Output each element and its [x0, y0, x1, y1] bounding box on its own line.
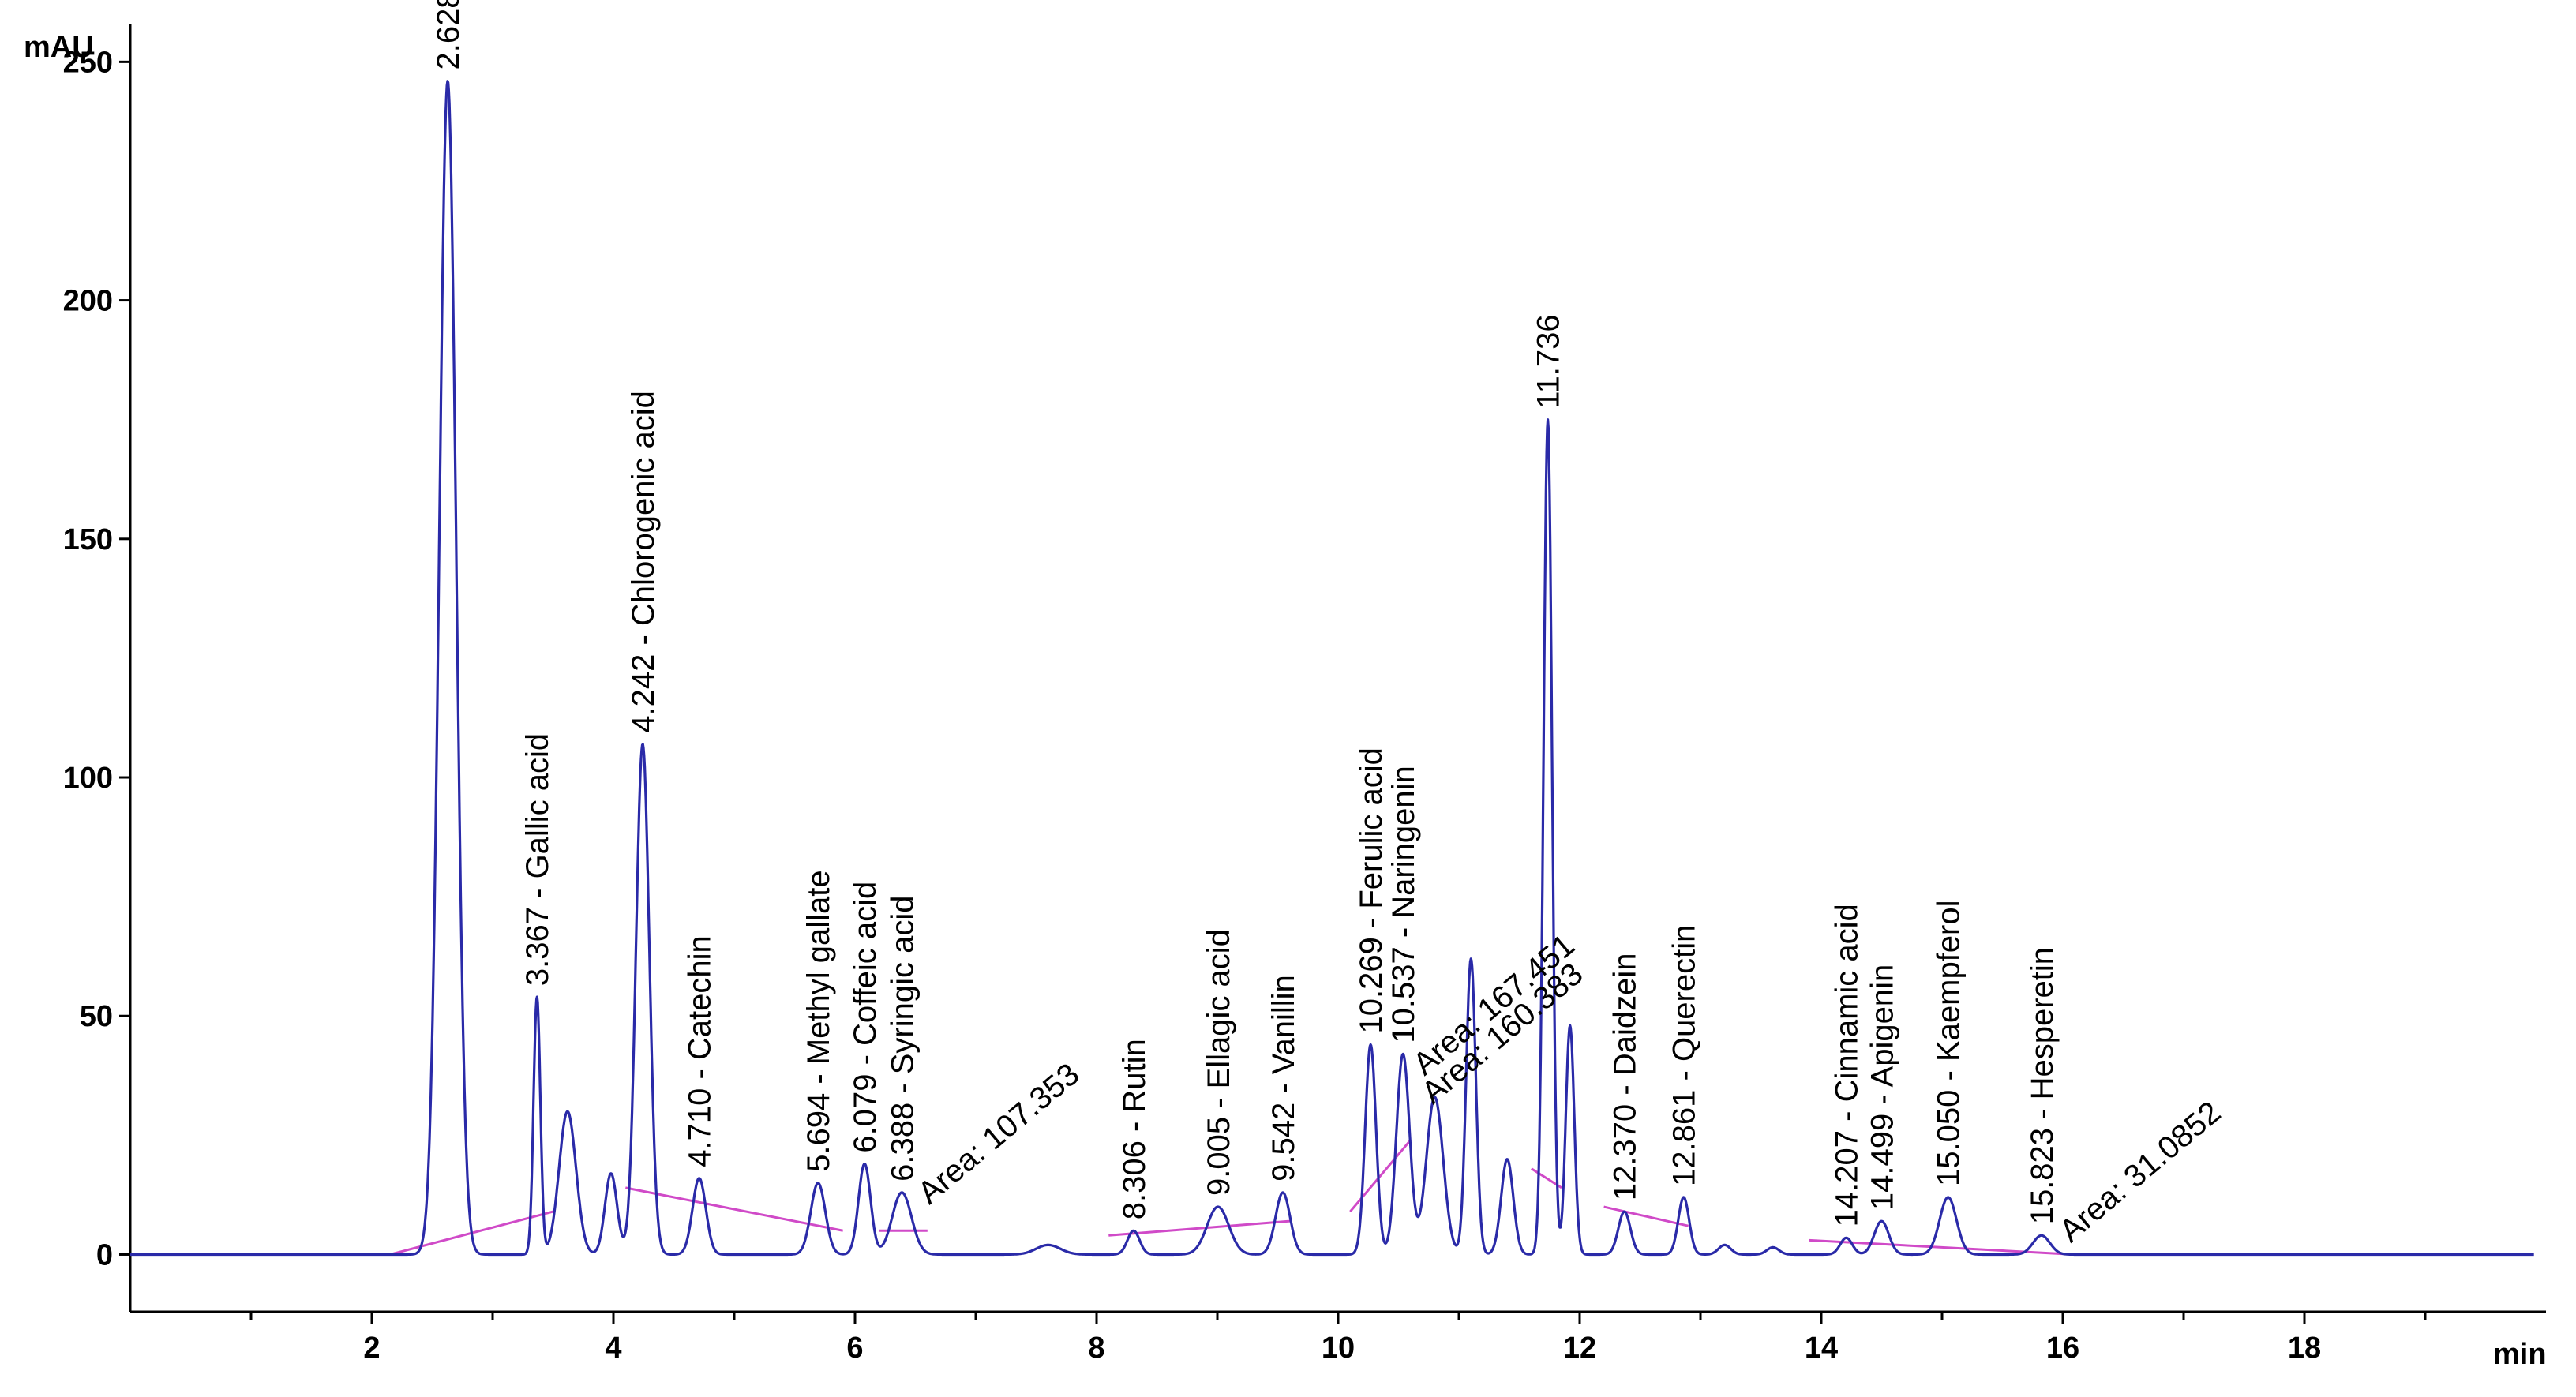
- x-tick-label: 2: [363, 1331, 380, 1365]
- peak-label: 10.269 - Ferulic acid: [1354, 747, 1389, 1033]
- y-tick-label: 150: [63, 523, 113, 556]
- y-ticks: 0 50 100 150 200 250: [63, 46, 130, 1272]
- peak-label: 5.694 - Methyl gallate: [801, 870, 836, 1171]
- peak-label: 14.499 - Apigenin: [1865, 964, 1899, 1210]
- x-tick-label: 14: [1805, 1331, 1838, 1365]
- peak-label: 15.050 - Kaempferol: [1932, 900, 1967, 1185]
- x-tick-label: 6: [846, 1331, 863, 1365]
- peak-label: 8.306 - Rutin: [1117, 1039, 1152, 1219]
- y-tick-label: 0: [96, 1238, 113, 1272]
- integration-baseline: [1349, 1139, 1412, 1213]
- y-tick-label: 100: [63, 762, 113, 795]
- peak-label: 4.242 - Chlorogenic acid: [626, 391, 661, 733]
- area-annotation: Area: 31.0852: [2053, 1095, 2228, 1249]
- y-tick-label: 250: [63, 46, 113, 79]
- x-unit-label: min: [2493, 1338, 2547, 1371]
- y-tick-label: 50: [80, 1000, 113, 1033]
- peak-label: 6.079 - Coffeic acid: [848, 882, 883, 1153]
- peak-label: 3.367 - Gallic acid: [520, 733, 555, 986]
- integration-baseline: [1809, 1238, 2075, 1256]
- y-unit-label: mAU: [24, 31, 94, 64]
- peak-label: 9.542 - Vanillin: [1266, 975, 1301, 1182]
- integration-baseline: [1603, 1205, 1689, 1227]
- chromatogram-trace: [129, 80, 2535, 1257]
- peak-label: 14.207 - Cinnamic acid: [1830, 904, 1865, 1227]
- peak-label: 9.005 - Ellagic acid: [1202, 929, 1236, 1196]
- integration-baseline: [1108, 1219, 1290, 1237]
- peak-label: 12.861 - Querectin: [1667, 925, 1702, 1186]
- peak-label: 10.537 - Naringenin: [1386, 766, 1421, 1043]
- x-tick-label: 16: [2046, 1331, 2079, 1365]
- x-tick-label: 4: [605, 1331, 621, 1365]
- peak-label: 6.388 - Syringic acid: [885, 895, 920, 1181]
- area-annotation: Area: 107.353: [912, 1057, 1086, 1211]
- peak-labels: 2.628 3.367 - Gallic acid 4.242 - Chloroge…: [431, 0, 2060, 1227]
- x-tick-label: 10: [1322, 1331, 1355, 1365]
- peak-label: 2.628: [431, 0, 466, 70]
- x-ticks: 2 4 6 8 10 12 14 16 18: [249, 1312, 2427, 1365]
- peak-label: 4.710 - Catechin: [683, 935, 718, 1167]
- x-tick-label: 12: [1563, 1331, 1596, 1365]
- x-tick-label: 8: [1088, 1331, 1104, 1365]
- y-tick-label: 200: [63, 285, 113, 318]
- peak-label: 12.370 - Daidzein: [1608, 953, 1643, 1201]
- x-tick-label: 18: [2288, 1331, 2321, 1365]
- axes: mAU min: [24, 24, 2547, 1371]
- integration-baseline: [625, 1186, 843, 1232]
- peak-label: 11.736: [1532, 314, 1566, 408]
- peak-label: 15.823 - Hesperetin: [2025, 947, 2060, 1224]
